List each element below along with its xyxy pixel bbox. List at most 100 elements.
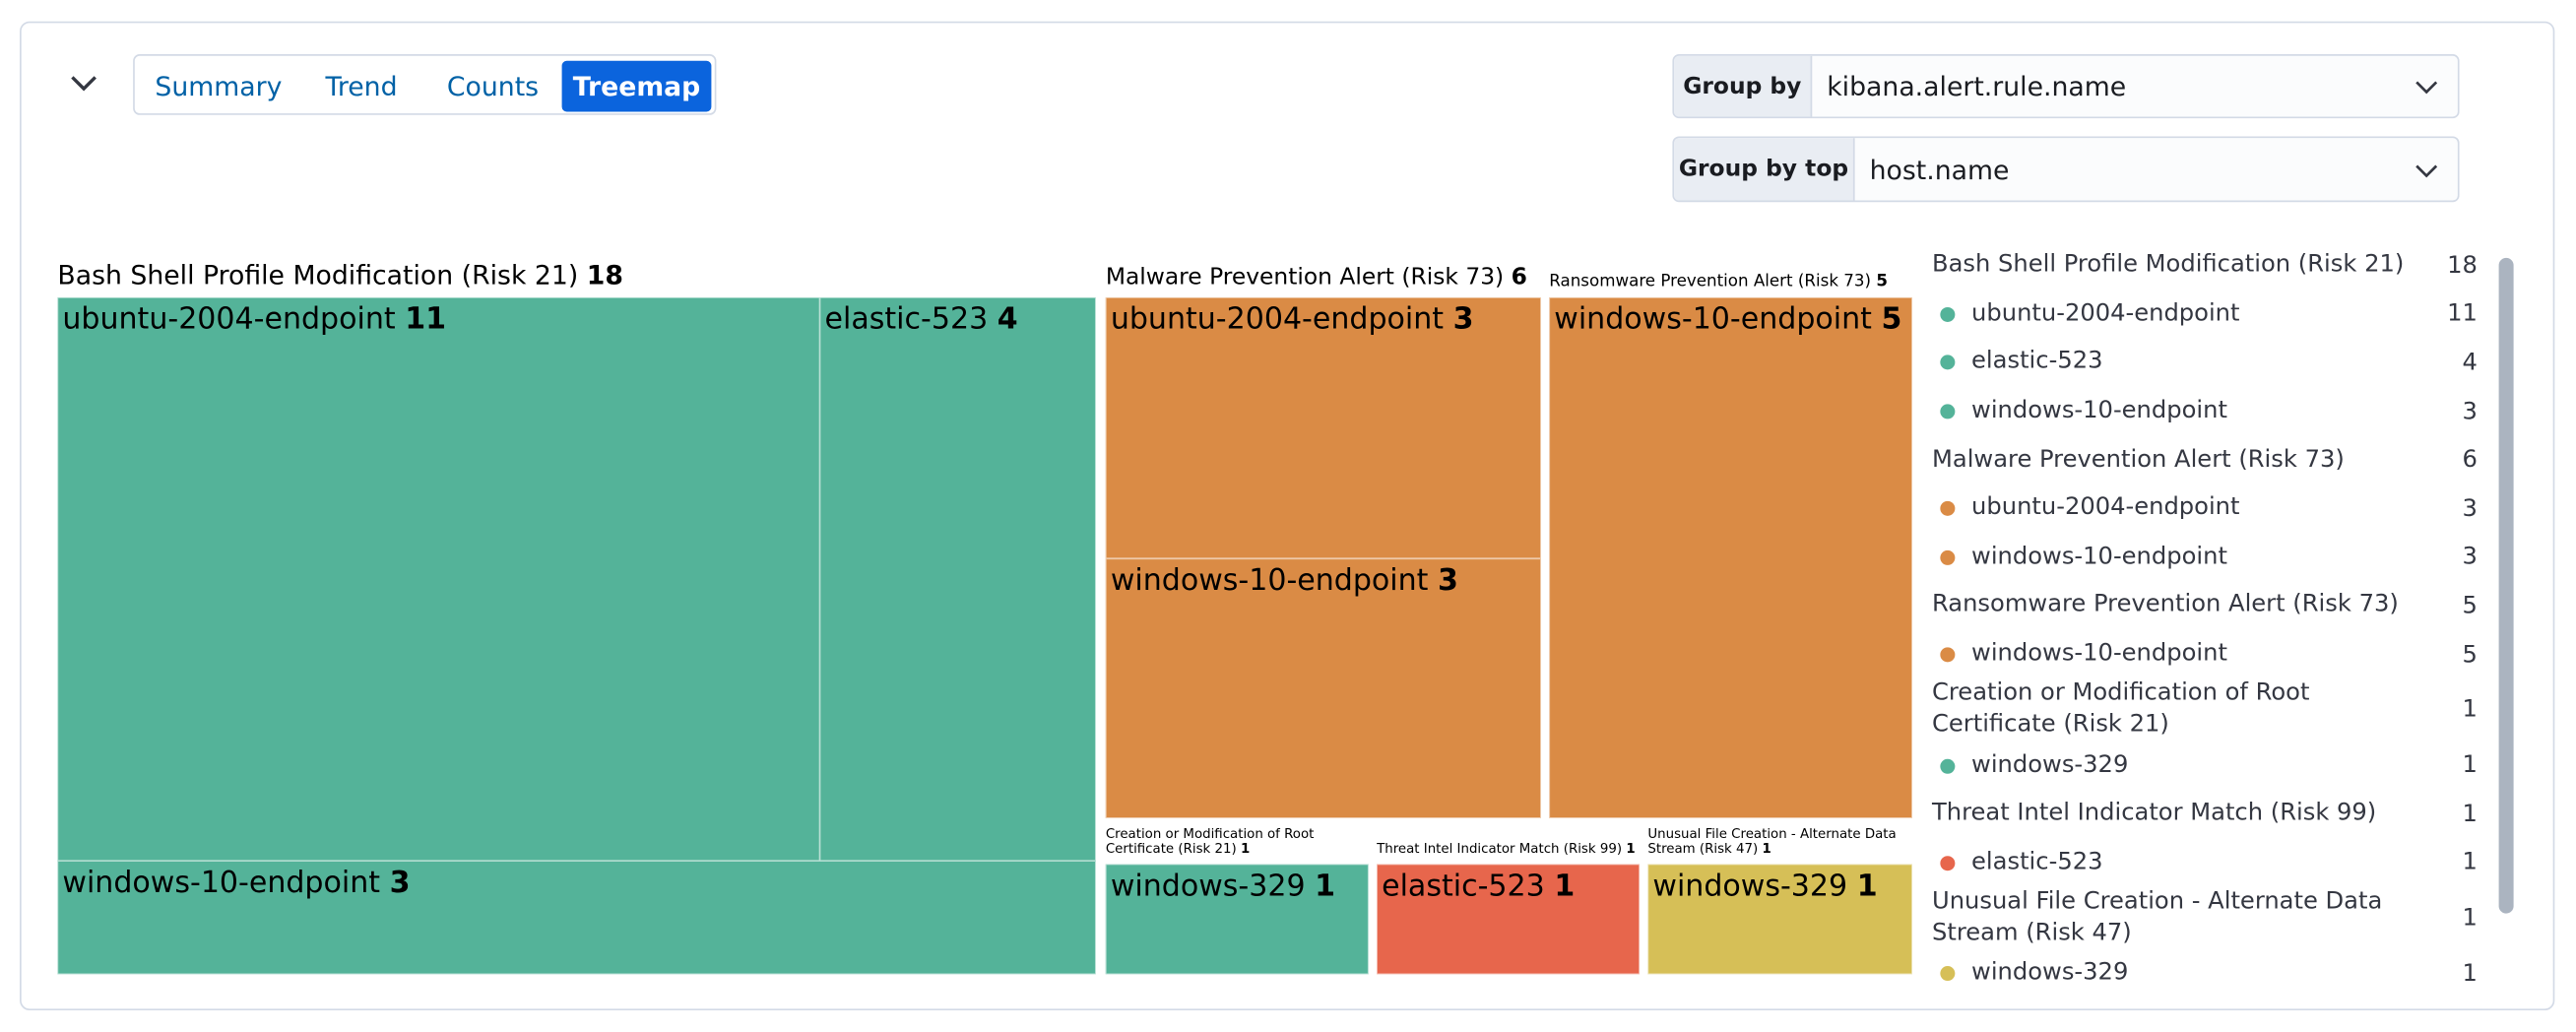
group-by-top-label: Group by top: [1674, 138, 1855, 201]
tab-group: Summary Trend Counts Treemap: [133, 54, 717, 115]
group-name: Unusual File Creation - Alternate Data S…: [1647, 827, 1897, 856]
treemap-cell: elastic-523 1: [1377, 864, 1641, 975]
legend-name: Unusual File Creation - Alternate Data S…: [1932, 888, 2383, 947]
group-value: 1: [1240, 840, 1251, 856]
legend-name: Ransomware Prevention Alert (Risk 73): [1932, 592, 2399, 619]
legend-name: windows-10-endpoint: [1971, 397, 2227, 424]
legend-name: ubuntu-2004-endpoint: [1971, 494, 2240, 522]
scrollbar: [2498, 257, 2514, 914]
legend-item: ubuntu-2004-endpoint 11: [1932, 290, 2478, 339]
group-name: Threat Intel Indicator Match (Risk 99): [1377, 842, 1623, 857]
legend-dot: [1940, 355, 1956, 371]
group-label: Malware Prevention Alert (Risk 73) 6: [1106, 266, 1536, 291]
cell-name: windows-10-endpoint: [1554, 301, 1872, 338]
legend-value: 1: [2462, 905, 2478, 933]
group-label: Creation or Modification of Root Certifi…: [1106, 828, 1369, 857]
group-value: 6: [1511, 266, 1527, 291]
group-value: 5: [1876, 272, 1888, 291]
treemap-cell: windows-329 1: [1647, 864, 1912, 975]
cell-value: 4: [997, 301, 1018, 338]
group-value: 18: [586, 261, 623, 290]
cell-value: 3: [1452, 301, 1474, 338]
group-value: 1: [1626, 842, 1636, 857]
legend-item: windows-329 1: [1932, 742, 2478, 790]
group-name: Bash Shell Profile Modification (Risk 21…: [57, 261, 579, 290]
cell-name: ubuntu-2004-endpoint: [62, 301, 396, 338]
legend-item: elastic-523 1: [1932, 839, 2478, 887]
legend-item: windows-10-endpoint 3: [1932, 387, 2478, 435]
legend-dot: [1940, 404, 1956, 419]
tab[interactable]: Trend: [325, 70, 398, 102]
legend-value: 1: [2462, 801, 2478, 828]
legend-value: 5: [2462, 593, 2478, 619]
legend-group: Malware Prevention Alert (Risk 73) 6: [1932, 436, 2478, 484]
legend-value: 3: [2462, 398, 2478, 425]
legend-dot: [1940, 758, 1956, 774]
cell-value: 3: [389, 866, 411, 901]
legend-item: ubuntu-2004-endpoint 3: [1932, 484, 2478, 533]
cell-value: 1: [1315, 869, 1336, 904]
cell-value: 1: [1554, 869, 1576, 904]
legend-value: 3: [2462, 544, 2478, 571]
legend-name: windows-329: [1971, 960, 2129, 987]
legend-group: Bash Shell Profile Modification (Risk 21…: [1932, 241, 2478, 290]
collapse-toggle[interactable]: [69, 72, 98, 95]
tab[interactable]: Treemap: [561, 60, 712, 112]
legend-dot: [1940, 647, 1956, 663]
legend-name: elastic-523: [1971, 349, 2103, 376]
group-by-top-value: host.name: [1869, 153, 2010, 185]
legend-value: 11: [2447, 300, 2478, 328]
tab[interactable]: Counts: [446, 70, 540, 102]
group-by-select[interactable]: Group by kibana.alert.rule.name: [1672, 54, 2460, 119]
legend: Bash Shell Profile Modification (Risk 21…: [1932, 241, 2478, 999]
group-label: Ransomware Prevention Alert (Risk 73) 5: [1549, 273, 1912, 290]
group-by-label: Group by: [1674, 55, 1813, 117]
group-label: Bash Shell Profile Modification (Risk 21…: [57, 261, 1092, 290]
cell-name: elastic-523: [1382, 869, 1545, 904]
legend-name: windows-10-endpoint: [1971, 543, 2227, 570]
legend-dot: [1940, 966, 1956, 982]
chevron: [2415, 81, 2438, 95]
legend-name: Bash Shell Profile Modification (Risk 21…: [1932, 251, 2405, 279]
group-label: Threat Intel Indicator Match (Risk 99) 1: [1377, 843, 1640, 858]
legend-name: windows-329: [1971, 751, 2129, 779]
legend-group: Threat Intel Indicator Match (Risk 99) 1: [1932, 790, 2478, 838]
treemap-cell: windows-10-endpoint 5: [1549, 296, 1912, 818]
legend-dot: [1940, 306, 1956, 322]
tab[interactable]: Summary: [155, 70, 283, 102]
treemap-cell: windows-329 1: [1105, 864, 1369, 975]
cell-name: windows-10-endpoint: [1110, 563, 1429, 599]
cell-value: 5: [1881, 301, 1902, 338]
group-name: Ransomware Prevention Alert (Risk 73): [1549, 272, 1872, 291]
legend-value: 1: [2462, 696, 2478, 724]
group-name: Creation or Modification of Root Certifi…: [1105, 827, 1315, 856]
chevron: [2415, 164, 2438, 178]
legend-dot: [1940, 855, 1956, 871]
legend-value: 6: [2462, 447, 2478, 474]
legend-value: 18: [2447, 252, 2478, 280]
group-by-value: kibana.alert.rule.name: [1827, 70, 2127, 102]
legend-name: Threat Intel Indicator Match (Risk 99): [1932, 800, 2377, 827]
panel: [20, 21, 2555, 1011]
treemap-cell: elastic-523 4: [819, 296, 1096, 862]
legend-group: Unusual File Creation - Alternate Data S…: [1932, 887, 2478, 949]
cell-name: windows-10-endpoint: [62, 866, 381, 901]
legend-name: elastic-523: [1971, 849, 2103, 875]
cell-name: windows-329: [1110, 869, 1306, 904]
legend-value: 1: [2462, 960, 2478, 988]
legend-group: Ransomware Prevention Alert (Risk 73) 5: [1932, 582, 2478, 630]
legend-name: Malware Prevention Alert (Risk 73): [1932, 446, 2345, 473]
cell-name: windows-329: [1652, 869, 1848, 904]
legend-name: Creation or Modification of Root Certifi…: [1932, 680, 2310, 739]
group-by-top-select[interactable]: Group by top host.name: [1672, 136, 2460, 203]
cell-value: 1: [1856, 869, 1878, 904]
legend-name: ubuntu-2004-endpoint: [1971, 300, 2240, 327]
group-label: Unusual File Creation - Alternate Data S…: [1647, 828, 1912, 857]
legend-value: 1: [2462, 850, 2478, 876]
legend-value: 4: [2462, 350, 2478, 377]
cell-name: ubuntu-2004-endpoint: [1110, 301, 1445, 338]
group-name: Malware Prevention Alert (Risk 73): [1105, 266, 1505, 291]
cell-value: 11: [405, 301, 447, 338]
group-value: 1: [1762, 840, 1771, 856]
